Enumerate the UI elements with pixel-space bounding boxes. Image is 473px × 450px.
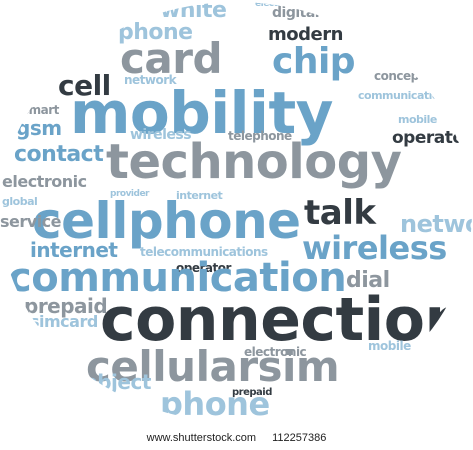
word-communication: communication — [8, 255, 347, 301]
word-chip: chip — [272, 41, 356, 82]
word-electronic-left: electronic — [2, 172, 87, 191]
word-operator-small: operator — [392, 128, 472, 148]
word-object: object — [84, 370, 151, 394]
word-phone: phone — [160, 385, 270, 420]
word-cellularsim: cellularsim — [86, 342, 340, 391]
word-smart: smart — [22, 103, 59, 117]
word-contact: contact — [14, 142, 104, 167]
word-simcard: simcard — [30, 312, 98, 331]
word-connection: connection — [100, 285, 467, 355]
word-cell: cell — [58, 69, 111, 102]
word-talk: talk — [304, 193, 376, 233]
word-dial: dial — [346, 268, 390, 293]
word-prepaid-bottom: prepaid — [232, 387, 272, 398]
word-wireless-small: wireless — [130, 127, 192, 143]
word-telephone: telephone — [228, 129, 292, 143]
word-mobility: mobility — [70, 79, 333, 147]
word-global: global — [2, 195, 38, 208]
word-phone-top: phone — [118, 20, 193, 45]
word-prepaid: prepaid — [24, 294, 108, 318]
word-operator: operator — [176, 261, 231, 275]
word-modern: modern — [268, 24, 343, 45]
word-electronic-bottom: electronic — [244, 345, 307, 359]
word-cloud-sphere: white digital electronic phone card mode… — [0, 0, 472, 420]
word-card: card — [120, 34, 223, 83]
word-network-right: network — [400, 210, 472, 238]
watermark-footer: www.shutterstock.com 112257386 — [0, 426, 473, 450]
word-communication-small: communication — [358, 89, 447, 102]
word-internet-small: internet — [176, 189, 223, 202]
word-gsm: gsm — [16, 116, 62, 140]
word-mobile-right: mobile — [368, 339, 411, 353]
word-wireless: wireless — [302, 229, 447, 267]
watermark-site: www.shutterstock.com — [146, 432, 257, 444]
word-cellphone: cellphone — [32, 192, 301, 250]
word-white: white — [160, 0, 227, 23]
word-service: service — [0, 212, 62, 231]
word-internet: internet — [30, 238, 118, 262]
word-mobile: mobile — [398, 113, 437, 126]
word-electronic-top: electronic — [255, 0, 301, 9]
word-network: network — [124, 73, 177, 87]
word-telecommunications: telecommunications — [140, 245, 268, 259]
word-provider: provider — [110, 189, 150, 199]
watermark-id: 112257386 — [272, 432, 327, 444]
word-technology: technology — [106, 134, 402, 190]
word-concept: concept — [374, 69, 424, 83]
